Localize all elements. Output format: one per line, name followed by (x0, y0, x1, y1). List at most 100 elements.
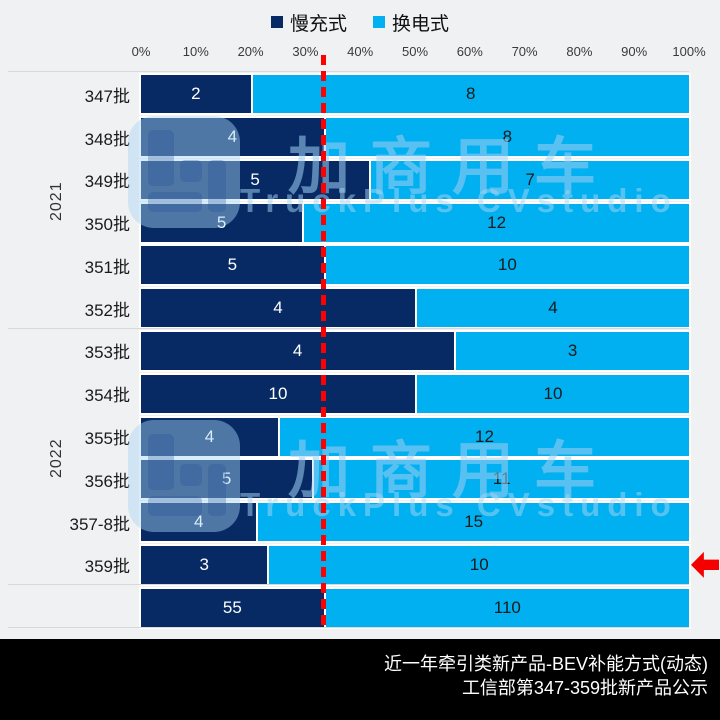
bar-segment-battery-swap: 8 (323, 118, 689, 157)
footer-subtitle: 工信部第347-359批新产品公示 (461, 678, 708, 698)
bar-segment-slow-charging: 4 (141, 503, 257, 542)
chart-row: 355批 4 12 (0, 415, 720, 458)
bar-segment-battery-swap: 110 (323, 588, 689, 627)
bar-value-battery-swap: 12 (487, 212, 507, 232)
bar-segment-battery-swap: 11 (312, 460, 689, 499)
bar-value-slow-charging: 2 (191, 84, 201, 104)
legend-item-slow-charging: 慢充式 (270, 9, 347, 36)
row-label: 347批 (84, 86, 130, 106)
bar-value-slow-charging: 4 (227, 127, 238, 147)
year-label-2022: 2022 (48, 438, 65, 478)
stacked-bar: 55 110 (139, 586, 691, 629)
chart-row: 353批 4 3 (0, 329, 720, 373)
chart-row: 357-8批 4 15 (0, 501, 720, 544)
bar-segment-battery-swap: 10 (267, 545, 689, 584)
bar-value-slow-charging: 5 (221, 469, 232, 489)
legend-item-battery-swap: 换电式 (373, 9, 449, 36)
row-label: 355批 (84, 429, 130, 449)
bar-value-battery-swap: 7 (525, 169, 535, 189)
bar-value-battery-swap: 8 (466, 84, 476, 104)
bar-value-slow-charging: 55 (222, 597, 242, 617)
bar-value-slow-charging: 5 (216, 212, 227, 232)
group-separator (8, 71, 689, 72)
x-tick-label: 80% (566, 44, 593, 59)
row-label: 350批 (84, 215, 130, 235)
chart-row: 352批 4 4 (0, 287, 720, 330)
stacked-bar: 4 12 (139, 415, 691, 458)
x-tick-label: 70% (511, 44, 538, 59)
bar-segment-battery-swap: 12 (278, 417, 689, 456)
year-label-2021: 2021 (48, 181, 65, 222)
footer-title: 近一年牵引类新产品-BEV补能方式(动态) (384, 654, 708, 674)
bar-value-battery-swap: 10 (497, 255, 517, 275)
bar-value-slow-charging: 10 (268, 383, 288, 403)
x-tick-label: 60% (456, 44, 483, 59)
bar-value-slow-charging: 4 (193, 512, 204, 532)
bar-value-battery-swap: 8 (502, 127, 513, 147)
reference-line (321, 55, 327, 629)
stacked-bar: 4 15 (139, 501, 691, 544)
x-tick-label: 90% (621, 44, 648, 59)
chart-row: 348批 4 8 (0, 116, 720, 159)
chart-row: 351批 5 10 (0, 244, 720, 287)
legend-label-slow-charging: 慢充式 (289, 13, 347, 35)
chart-row: 354批 10 10 (0, 372, 720, 415)
bar-segment-slow-charging: 5 (141, 160, 370, 199)
bar-segment-slow-charging: 5 (141, 246, 324, 285)
bar-value-battery-swap: 10 (543, 383, 563, 403)
row-label: 354批 (84, 386, 130, 406)
bar-segment-slow-charging: 4 (141, 417, 278, 456)
row-label: 356批 (84, 471, 130, 491)
bar-value-slow-charging: 5 (227, 255, 238, 275)
chart-row: 349批 5 7 (0, 158, 720, 202)
x-tick-label: 50% (401, 44, 429, 59)
bar-value-slow-charging: 4 (204, 426, 215, 446)
legend-label-battery-swap: 换电式 (392, 13, 450, 35)
chart-row: 55 110 (0, 586, 720, 629)
row-label: 349批 (84, 172, 130, 192)
chart-row: 347批 2 8 (0, 73, 720, 116)
bar-value-battery-swap: 4 (548, 298, 558, 318)
bar-segment-slow-charging: 5 (141, 460, 313, 499)
bar-segment-battery-swap: 7 (369, 160, 689, 199)
bar-segment-battery-swap: 10 (323, 246, 689, 285)
bar-segment-battery-swap: 12 (302, 203, 689, 242)
chart-row: 359批 3 10 (0, 543, 720, 586)
x-tick-label: 20% (237, 44, 264, 59)
footer: 近一年牵引类新产品-BEV补能方式(动态) 工信部第347-359批新产品公示 (0, 639, 720, 720)
stacked-bar: 3 10 (139, 543, 691, 586)
group-separator (8, 327, 689, 329)
bar-segment-slow-charging: 2 (141, 75, 251, 114)
bar-segment-battery-swap: 15 (256, 503, 689, 542)
x-tick-label: 40% (347, 44, 374, 59)
bar-value-battery-swap: 11 (492, 469, 511, 489)
plot-area: 347批 2 8 348批 4 8 349批 5 7 350批 5 12 351批 5 10 352批 4 4 35… (0, 73, 720, 630)
row-label: 353批 (84, 343, 130, 363)
row-label: 359批 (84, 557, 130, 577)
bar-segment-battery-swap: 3 (454, 331, 689, 370)
bar-value-slow-charging: 5 (250, 169, 260, 189)
bar-segment-slow-charging: 5 (141, 203, 303, 242)
row-label: 352批 (84, 300, 130, 320)
legend: 慢充式 换电式 (0, 8, 720, 36)
bar-value-slow-charging: 3 (199, 554, 209, 574)
chart-row: 350批 5 12 (0, 201, 720, 244)
x-axis: 0% 10% 20% 30% 40% 50% 60% 70% 80% 90% 100% (132, 44, 706, 62)
x-tick-label: 10% (182, 44, 209, 59)
stacked-bar: 10 10 (139, 372, 691, 415)
row-label: 351批 (84, 257, 130, 277)
bar-value-slow-charging: 4 (273, 298, 283, 318)
x-tick-label: 30% (292, 44, 319, 59)
legend-swatch-slow-charging (270, 16, 283, 28)
stacked-bar: 5 10 (139, 244, 691, 287)
group-separator (8, 627, 689, 628)
bar-segment-slow-charging: 4 (141, 289, 415, 328)
bar-segment-battery-swap: 10 (415, 374, 689, 413)
bar-segment-slow-charging: 55 (141, 588, 324, 627)
